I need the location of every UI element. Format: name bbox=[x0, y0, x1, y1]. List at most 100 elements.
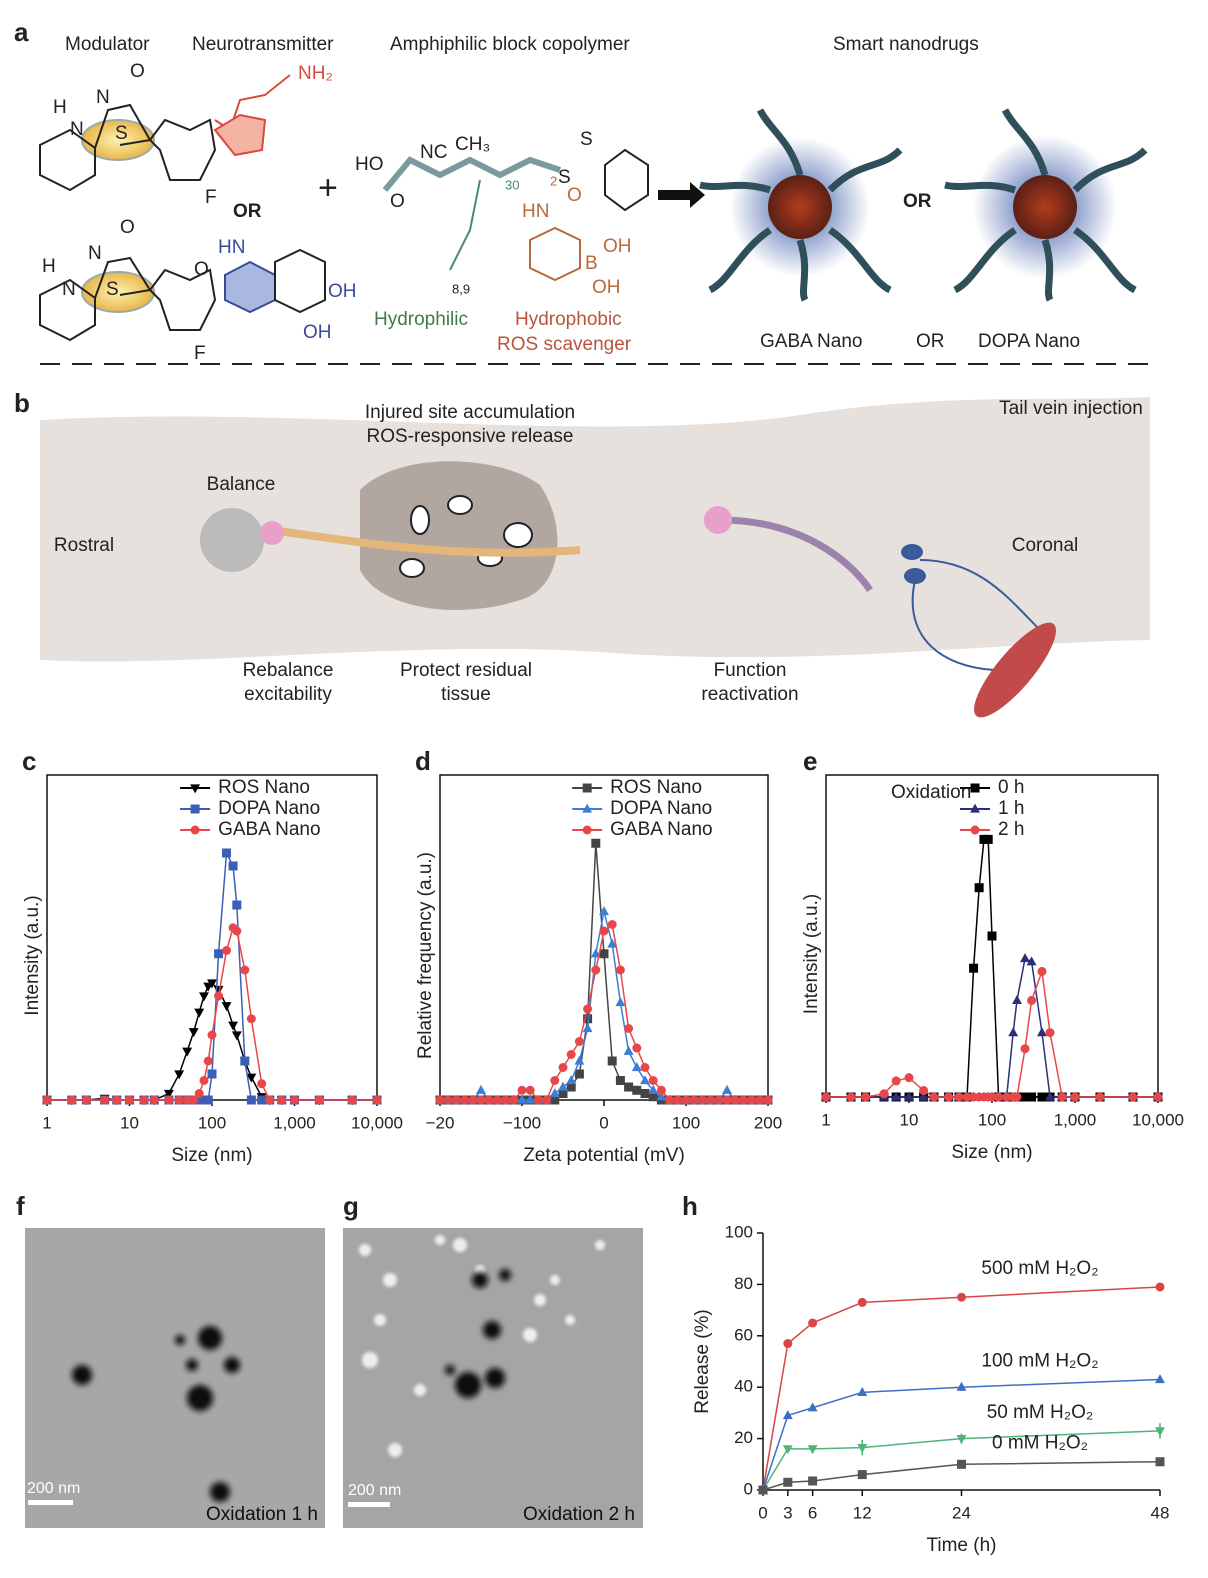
marker bbox=[277, 1095, 287, 1105]
atom: F bbox=[205, 187, 217, 208]
legend-marker bbox=[970, 783, 980, 793]
scale-bar bbox=[28, 1500, 73, 1505]
caption: tissue bbox=[441, 684, 491, 705]
marker bbox=[783, 1477, 793, 1487]
marker bbox=[476, 1084, 486, 1094]
marker bbox=[231, 1031, 242, 1041]
annotation: Oxidation bbox=[891, 782, 971, 803]
marker bbox=[139, 1095, 149, 1105]
panel-label: a bbox=[14, 17, 29, 47]
marker bbox=[214, 949, 224, 959]
marker bbox=[857, 1386, 868, 1396]
marker bbox=[174, 1070, 185, 1080]
marker bbox=[648, 1092, 658, 1102]
marker bbox=[189, 1095, 199, 1105]
legend-label: GABA Nano bbox=[218, 819, 320, 840]
marker bbox=[517, 1085, 527, 1095]
atom: S bbox=[580, 129, 593, 150]
hydrophobic: Hydrophobic bbox=[515, 309, 622, 330]
legend-marker bbox=[970, 803, 980, 813]
marker bbox=[631, 1062, 642, 1072]
nerve bbox=[911, 559, 1041, 671]
series-line bbox=[762, 1430, 1161, 1491]
atom: S bbox=[558, 167, 571, 188]
marker bbox=[525, 1094, 536, 1104]
neuron bbox=[901, 544, 923, 560]
y-tick-label: 60 bbox=[734, 1325, 753, 1344]
marker bbox=[623, 1045, 634, 1055]
marker bbox=[549, 1088, 560, 1098]
axon bbox=[719, 516, 873, 592]
marker bbox=[747, 1095, 757, 1105]
marker bbox=[782, 1410, 793, 1420]
marker bbox=[574, 1037, 584, 1046]
atom: NC bbox=[420, 142, 447, 163]
marker bbox=[451, 1095, 461, 1105]
marker bbox=[615, 1076, 625, 1085]
marker bbox=[182, 1095, 192, 1105]
image-caption: Oxidation 2 h bbox=[523, 1504, 635, 1525]
marker bbox=[648, 1084, 659, 1094]
marker bbox=[501, 1095, 511, 1105]
atom: H bbox=[42, 256, 56, 277]
marker bbox=[257, 1095, 267, 1105]
series-label: 100 mM H₂O₂ bbox=[981, 1351, 1098, 1372]
marker bbox=[1045, 1028, 1055, 1038]
atom: S bbox=[106, 279, 119, 300]
x-axis-label: Time (h) bbox=[926, 1535, 996, 1556]
marker bbox=[987, 931, 997, 941]
x-tick-label: −100 bbox=[503, 1113, 541, 1132]
x-axis-label: Size (nm) bbox=[951, 1142, 1032, 1163]
x-tick-label: 100 bbox=[978, 1110, 1006, 1129]
header: Modulator bbox=[65, 34, 150, 55]
legend-marker bbox=[970, 825, 980, 835]
marker bbox=[918, 1091, 929, 1101]
series-line bbox=[826, 971, 1158, 1098]
neuron bbox=[904, 568, 926, 584]
marker bbox=[228, 861, 238, 871]
marker bbox=[574, 1069, 584, 1079]
x-axis-label: Zeta potential (mV) bbox=[523, 1145, 685, 1166]
marker bbox=[944, 1092, 954, 1102]
marker bbox=[558, 1063, 568, 1072]
neuron bbox=[704, 506, 732, 534]
marker bbox=[599, 926, 609, 936]
marker bbox=[203, 1095, 213, 1105]
marker bbox=[929, 1092, 939, 1102]
particles bbox=[445, 1269, 511, 1398]
atom: B bbox=[585, 253, 598, 274]
marker bbox=[607, 1056, 617, 1066]
marker bbox=[257, 1079, 267, 1089]
marker bbox=[861, 1092, 871, 1102]
caption: Rostral bbox=[54, 535, 114, 556]
x-tick-label: 6 bbox=[808, 1503, 817, 1522]
marker bbox=[492, 1095, 502, 1105]
atom: HO bbox=[355, 154, 384, 175]
marker bbox=[443, 1095, 453, 1105]
legend-label: GABA Nano bbox=[610, 819, 712, 840]
marker bbox=[435, 1095, 445, 1105]
atom: 30 bbox=[505, 177, 519, 192]
marker bbox=[983, 834, 993, 844]
marker bbox=[207, 1030, 217, 1040]
marker bbox=[1153, 1092, 1163, 1102]
marker bbox=[755, 1095, 765, 1105]
x-tick-label: 10 bbox=[120, 1113, 139, 1132]
marker bbox=[904, 1073, 914, 1083]
legend-label: 1 h bbox=[998, 798, 1024, 819]
atom: OH bbox=[592, 277, 621, 298]
marker bbox=[599, 906, 609, 916]
x-tick-label: 1 bbox=[42, 1113, 51, 1132]
marker bbox=[591, 965, 601, 975]
atom: O bbox=[390, 191, 405, 212]
marker bbox=[163, 1089, 174, 1099]
header: Smart nanodrugs bbox=[833, 34, 979, 55]
marker bbox=[640, 1075, 650, 1085]
atom: N bbox=[96, 87, 110, 108]
marker bbox=[240, 965, 250, 975]
atom: S bbox=[115, 123, 128, 144]
product: GABA Nano bbox=[760, 331, 862, 352]
marker bbox=[188, 1028, 199, 1038]
y-axis-label: Release (%) bbox=[692, 1309, 713, 1414]
